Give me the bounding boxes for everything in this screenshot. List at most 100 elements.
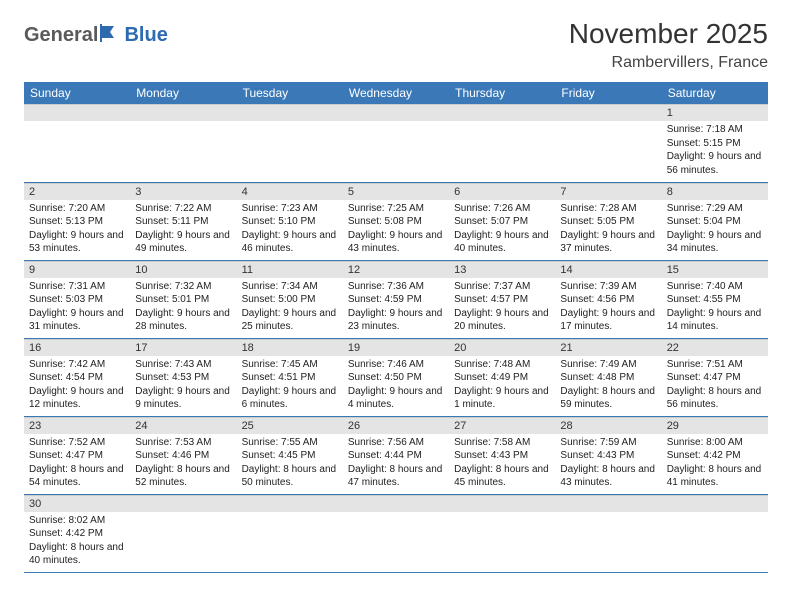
sunset-line: Sunset: 4:54 PM [29,371,125,385]
sunrise-line: Sunrise: 7:34 AM [242,280,338,294]
calendar-cell [130,494,236,572]
sunset-line: Sunset: 4:42 PM [667,449,763,463]
day-body: Sunrise: 7:48 AMSunset: 4:49 PMDaylight:… [449,356,555,416]
title-block: November 2025 Rambervillers, France [569,18,768,72]
calendar-cell [343,104,449,182]
day-body: Sunrise: 7:49 AMSunset: 4:48 PMDaylight:… [555,356,661,416]
calendar-page: General Blue November 2025 Rambervillers… [0,0,792,591]
day-number: 21 [555,339,661,356]
weekday-header: Wednesday [343,82,449,104]
sunset-line: Sunset: 4:42 PM [29,527,125,541]
calendar-cell: 27Sunrise: 7:58 AMSunset: 4:43 PMDayligh… [449,416,555,494]
day-number-empty [130,104,236,121]
day-number: 15 [662,261,768,278]
day-body: Sunrise: 7:20 AMSunset: 5:13 PMDaylight:… [24,200,130,260]
calendar-cell: 23Sunrise: 7:52 AMSunset: 4:47 PMDayligh… [24,416,130,494]
calendar-cell [449,104,555,182]
header: General Blue November 2025 Rambervillers… [24,18,768,72]
calendar-body: 1Sunrise: 7:18 AMSunset: 5:15 PMDaylight… [24,104,768,572]
day-body: Sunrise: 7:26 AMSunset: 5:07 PMDaylight:… [449,200,555,260]
daylight-line: Daylight: 9 hours and 14 minutes. [667,307,763,334]
sunrise-line: Sunrise: 7:23 AM [242,202,338,216]
calendar-cell: 7Sunrise: 7:28 AMSunset: 5:05 PMDaylight… [555,182,661,260]
day-number-empty [449,104,555,121]
weekday-header: Tuesday [237,82,343,104]
day-number: 11 [237,261,343,278]
calendar-cell: 22Sunrise: 7:51 AMSunset: 4:47 PMDayligh… [662,338,768,416]
day-body: Sunrise: 7:43 AMSunset: 4:53 PMDaylight:… [130,356,236,416]
daylight-line: Daylight: 9 hours and 43 minutes. [348,229,444,256]
sunset-line: Sunset: 5:10 PM [242,215,338,229]
day-number: 5 [343,183,449,200]
calendar-cell: 17Sunrise: 7:43 AMSunset: 4:53 PMDayligh… [130,338,236,416]
sunset-line: Sunset: 5:15 PM [667,137,763,151]
daylight-line: Daylight: 9 hours and 34 minutes. [667,229,763,256]
sunrise-line: Sunrise: 7:53 AM [135,436,231,450]
day-body: Sunrise: 8:00 AMSunset: 4:42 PMDaylight:… [662,434,768,494]
day-number: 14 [555,261,661,278]
sunset-line: Sunset: 4:55 PM [667,293,763,307]
sunset-line: Sunset: 4:50 PM [348,371,444,385]
sunset-line: Sunset: 5:00 PM [242,293,338,307]
calendar-cell [237,494,343,572]
sunrise-line: Sunrise: 7:52 AM [29,436,125,450]
empty-body [555,512,661,568]
daylight-line: Daylight: 8 hours and 50 minutes. [242,463,338,490]
weekday-header: Monday [130,82,236,104]
day-number-empty [343,495,449,512]
calendar-cell: 25Sunrise: 7:55 AMSunset: 4:45 PMDayligh… [237,416,343,494]
flag-icon [100,24,122,47]
day-body: Sunrise: 7:56 AMSunset: 4:44 PMDaylight:… [343,434,449,494]
sunset-line: Sunset: 4:53 PM [135,371,231,385]
weekday-header: Sunday [24,82,130,104]
calendar-cell [237,104,343,182]
sunset-line: Sunset: 4:43 PM [560,449,656,463]
sunrise-line: Sunrise: 7:45 AM [242,358,338,372]
calendar-cell [130,104,236,182]
sunset-line: Sunset: 4:56 PM [560,293,656,307]
day-number: 9 [24,261,130,278]
calendar-cell: 8Sunrise: 7:29 AMSunset: 5:04 PMDaylight… [662,182,768,260]
calendar-cell: 26Sunrise: 7:56 AMSunset: 4:44 PMDayligh… [343,416,449,494]
day-body: Sunrise: 7:55 AMSunset: 4:45 PMDaylight:… [237,434,343,494]
day-body: Sunrise: 7:39 AMSunset: 4:56 PMDaylight:… [555,278,661,338]
calendar-week-row: 2Sunrise: 7:20 AMSunset: 5:13 PMDaylight… [24,182,768,260]
sunrise-line: Sunrise: 7:37 AM [454,280,550,294]
weekday-header: Friday [555,82,661,104]
sunset-line: Sunset: 5:03 PM [29,293,125,307]
daylight-line: Daylight: 9 hours and 25 minutes. [242,307,338,334]
empty-body [343,121,449,177]
day-number-empty [237,495,343,512]
day-number-empty [555,104,661,121]
weekday-header: Thursday [449,82,555,104]
day-body: Sunrise: 7:53 AMSunset: 4:46 PMDaylight:… [130,434,236,494]
sunrise-line: Sunrise: 8:02 AM [29,514,125,528]
day-number-empty [237,104,343,121]
calendar-cell: 2Sunrise: 7:20 AMSunset: 5:13 PMDaylight… [24,182,130,260]
sunrise-line: Sunrise: 7:25 AM [348,202,444,216]
day-number-empty [343,104,449,121]
day-number: 7 [555,183,661,200]
calendar-cell: 11 Sunrise: 7:34 AMSunset: 5:00 PMDayligh… [237,260,343,338]
daylight-line: Daylight: 8 hours and 47 minutes. [348,463,444,490]
day-number-empty [555,495,661,512]
calendar-cell: 13Sunrise: 7:37 AMSunset: 4:57 PMDayligh… [449,260,555,338]
day-number-empty [130,495,236,512]
calendar-cell: 18Sunrise: 7:45 AMSunset: 4:51 PMDayligh… [237,338,343,416]
month-title: November 2025 [569,18,768,50]
calendar-cell: 14Sunrise: 7:39 AMSunset: 4:56 PMDayligh… [555,260,661,338]
day-body: Sunrise: 7:59 AMSunset: 4:43 PMDaylight:… [555,434,661,494]
calendar-cell [449,494,555,572]
sunrise-line: Sunrise: 7:43 AM [135,358,231,372]
daylight-line: Daylight: 9 hours and 4 minutes. [348,385,444,412]
calendar-cell: 4Sunrise: 7:23 AMSunset: 5:10 PMDaylight… [237,182,343,260]
daylight-line: Daylight: 8 hours and 54 minutes. [29,463,125,490]
sunset-line: Sunset: 4:45 PM [242,449,338,463]
calendar-cell [555,104,661,182]
daylight-line: Daylight: 9 hours and 12 minutes. [29,385,125,412]
sunset-line: Sunset: 4:57 PM [454,293,550,307]
calendar-cell: 6Sunrise: 7:26 AMSunset: 5:07 PMDaylight… [449,182,555,260]
daylight-line: Daylight: 9 hours and 9 minutes. [135,385,231,412]
day-body: Sunrise: 7:46 AMSunset: 4:50 PMDaylight:… [343,356,449,416]
day-body: Sunrise: 7:22 AMSunset: 5:11 PMDaylight:… [130,200,236,260]
